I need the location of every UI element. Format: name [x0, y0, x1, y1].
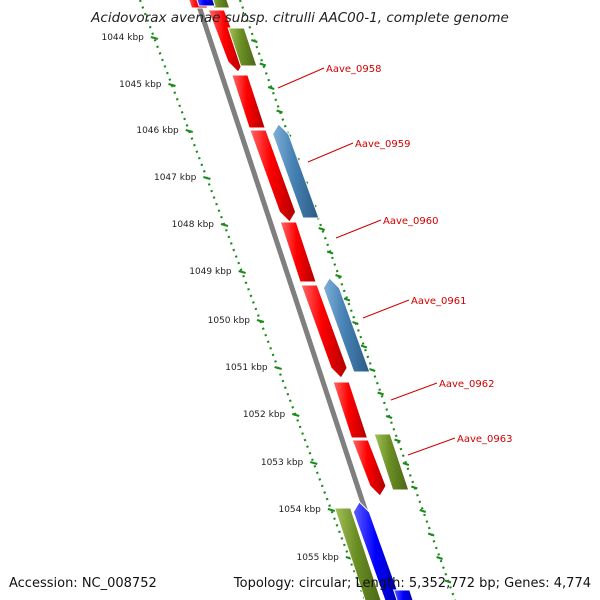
tick-label: 1055 kbp [296, 553, 339, 563]
gene-features [188, 0, 415, 600]
gene-blue-bottom-fragment[interactable] [393, 589, 415, 600]
tick-label: 1047 kbp [154, 173, 197, 183]
outer-tick-mark [335, 273, 342, 279]
gene-label-aave-0960[interactable]: Aave_0960 [383, 216, 439, 227]
outer-tick-mark [360, 344, 368, 349]
gene-label-aave-0958[interactable]: Aave_0958 [326, 64, 382, 75]
leader-line [362, 299, 410, 319]
leader-line [335, 219, 382, 239]
outer-tick-mark [343, 297, 351, 302]
gene-label-aave-0963[interactable]: Aave_0963 [457, 434, 513, 445]
gene-olive-bottom[interactable] [333, 507, 383, 600]
tick-label: 1046 kbp [136, 126, 179, 136]
tick-label: 1049 kbp [189, 267, 232, 277]
tick-mark [238, 269, 246, 275]
tick-label: 1052 kbp [243, 410, 286, 420]
gene-olive-top[interactable] [227, 27, 258, 67]
outer-tick-mark [427, 532, 435, 537]
outer-tick-mark [267, 85, 275, 91]
genome-backbone [194, 0, 398, 600]
tick-mark [274, 365, 282, 371]
outer-tick-mark [377, 391, 384, 396]
outer-tick-mark [419, 508, 427, 514]
tick-mark [185, 128, 194, 134]
gene-aave-0962[interactable] [332, 381, 369, 439]
outer-tick-mark [250, 38, 258, 44]
leader-line [407, 437, 456, 456]
leader-line [277, 67, 325, 89]
gene-aave-0963-forward[interactable] [351, 439, 387, 497]
gene-labels: Aave_0958 Aave_0959 Aave_0960 Aave_0961 … [326, 64, 513, 445]
outer-tick-mark [318, 226, 326, 232]
gene-leader-lines [277, 67, 456, 456]
map-title: Acidovorax avenae subsp. citrulli AAC00-… [90, 10, 509, 26]
tick-label: 1045 kbp [119, 80, 162, 90]
outer-tick-mark [402, 461, 410, 467]
outer-tick-mark [394, 438, 401, 443]
tick-mark [150, 35, 159, 41]
gene-aave-0959-forward[interactable] [249, 129, 297, 223]
leader-line [307, 142, 354, 163]
outer-tick-mark [368, 367, 376, 373]
tick-label: 1048 kbp [172, 220, 215, 230]
tick-mark [327, 507, 336, 513]
gene-aave-0958[interactable] [231, 74, 266, 129]
genome-summary-text: Topology: circular; Length: 5,352,772 bp… [233, 576, 591, 591]
outer-tick-mark [436, 555, 443, 561]
gene-aave-0963[interactable] [373, 433, 410, 491]
outer-tick-mark [385, 414, 393, 420]
outer-tick-mark [259, 62, 267, 67]
gene-aave-0961[interactable] [322, 277, 371, 373]
tick-mark [220, 222, 229, 228]
tick-mark [256, 318, 265, 324]
tick-label: 1051 kbp [225, 363, 268, 373]
tick-label: 1054 kbp [278, 505, 321, 515]
gene-label-aave-0959[interactable]: Aave_0959 [355, 139, 411, 150]
outer-tick-marks [250, 38, 452, 584]
accession-text: Accession: NC_008752 [9, 576, 157, 591]
gene-aave-0960[interactable] [279, 221, 317, 283]
tick-label: 1053 kbp [261, 458, 304, 468]
gene-blue-bottom[interactable] [352, 501, 402, 600]
outer-tick-mark [276, 109, 283, 114]
gene-aave-0961-forward[interactable] [300, 284, 348, 379]
outer-tick-ring [238, 0, 457, 600]
outer-tick-mark [352, 320, 359, 326]
tick-mark [309, 460, 318, 466]
outer-tick-mark [444, 579, 452, 584]
gene-label-aave-0961[interactable]: Aave_0961 [411, 296, 467, 307]
gene-label-aave-0962[interactable]: Aave_0962 [439, 379, 495, 390]
tick-labels: 1044 kbp 1045 kbp 1046 kbp 1047 kbp 1048 kbp… [101, 33, 339, 563]
inner-tick-ring [138, 0, 367, 600]
tick-mark [291, 412, 300, 418]
gene-aave-0959[interactable] [272, 123, 320, 219]
outer-tick-mark [410, 485, 418, 490]
tick-label: 1044 kbp [101, 33, 144, 43]
tick-mark [168, 82, 176, 88]
tick-mark [203, 175, 211, 181]
leader-line [390, 382, 438, 401]
outer-tick-mark [326, 250, 334, 255]
tick-label: 1050 kbp [208, 316, 251, 326]
gene-aave-0957[interactable] [207, 9, 245, 73]
gene-fragment-top-blue[interactable] [195, 0, 216, 7]
